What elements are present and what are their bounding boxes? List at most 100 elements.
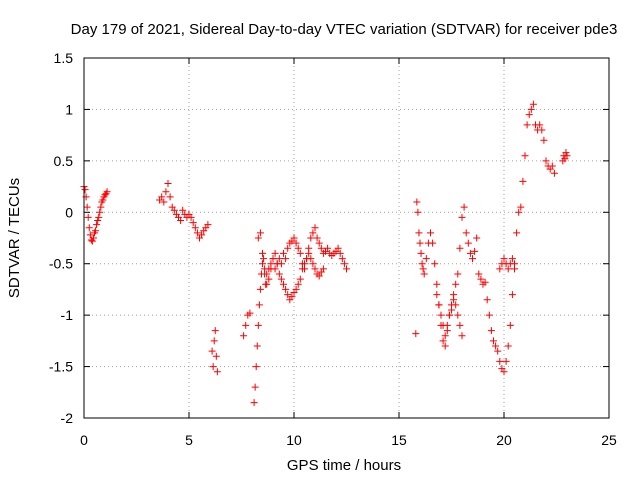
data-point	[416, 239, 424, 247]
data-point	[343, 265, 350, 273]
data-point	[166, 193, 174, 201]
data-point	[275, 255, 283, 263]
x-axis-label: GPS time / hours	[287, 457, 401, 474]
data-point	[492, 342, 500, 350]
data-point	[418, 260, 426, 268]
data-point	[294, 244, 302, 252]
data-point	[452, 301, 460, 309]
data-point	[191, 224, 199, 232]
data-point	[313, 234, 321, 242]
y-tick-label: 1	[65, 101, 73, 117]
data-point	[441, 342, 449, 350]
data-point	[301, 260, 308, 268]
data-point	[454, 270, 462, 278]
data-point	[92, 227, 100, 235]
data-point	[502, 357, 510, 365]
data-point	[162, 188, 170, 196]
data-point	[415, 229, 423, 237]
data-point	[88, 237, 96, 245]
data-point	[490, 337, 497, 345]
data-point	[319, 265, 327, 273]
data-point	[527, 105, 535, 113]
data-point	[280, 280, 287, 288]
data-point	[540, 136, 548, 144]
x-tick-label: 5	[185, 432, 193, 448]
data-point	[477, 275, 485, 283]
data-point	[515, 208, 523, 216]
data-point	[246, 309, 254, 317]
data-point	[422, 255, 430, 263]
x-tick-label: 15	[391, 432, 407, 448]
data-point	[506, 260, 514, 268]
data-point	[437, 311, 445, 319]
data-point	[412, 330, 420, 338]
x-tick-label: 20	[496, 432, 512, 448]
data-point	[179, 206, 187, 214]
data-point	[177, 217, 185, 225]
data-point	[292, 239, 300, 247]
data-point	[256, 229, 264, 237]
data-point	[519, 177, 527, 185]
data-point	[253, 342, 261, 350]
data-point	[506, 321, 514, 329]
grid	[84, 58, 609, 418]
data-point	[254, 234, 262, 242]
data-point	[210, 337, 218, 345]
data-point	[83, 203, 91, 211]
data-point	[487, 327, 495, 335]
y-tick-label: 0	[65, 204, 73, 220]
data-point	[445, 311, 453, 319]
y-tick-label: -1.5	[49, 359, 73, 375]
data-point	[443, 321, 451, 329]
data-point	[427, 229, 434, 237]
data-point	[311, 265, 319, 273]
data-point	[441, 332, 449, 340]
data-point	[307, 234, 315, 242]
data-point	[170, 206, 178, 214]
data-point	[85, 224, 93, 232]
data-point	[242, 321, 250, 329]
data-point	[439, 337, 447, 345]
data-point	[414, 208, 422, 216]
data-point	[435, 301, 443, 309]
data-point	[95, 213, 103, 221]
data-point	[94, 217, 102, 225]
data-point	[500, 255, 508, 263]
data-point	[193, 229, 201, 237]
data-point	[523, 121, 531, 129]
data-point	[296, 275, 304, 283]
data-point	[296, 249, 304, 257]
data-point	[292, 285, 300, 293]
data-point	[538, 126, 546, 134]
data-point	[260, 255, 268, 263]
data-point	[466, 249, 474, 257]
data-point	[254, 321, 262, 329]
data-point	[290, 234, 298, 242]
data-point	[240, 332, 248, 340]
data-point	[504, 342, 512, 350]
data-point	[433, 280, 441, 288]
data-point	[448, 306, 455, 314]
data-point	[250, 399, 258, 407]
data-point	[284, 244, 292, 252]
data-point	[485, 311, 493, 319]
data-point	[496, 357, 504, 365]
data-point	[413, 198, 421, 206]
data-point	[251, 383, 259, 391]
x-tick-label: 10	[286, 432, 302, 448]
data-point	[563, 152, 571, 160]
data-point	[252, 363, 260, 371]
x-tick-label: 0	[80, 432, 88, 448]
data-point	[481, 278, 489, 286]
data-point	[189, 219, 197, 227]
axis-ticks: 0 5 10 15 20 25 -2 -1.5 -1 -0.5 0 0.5 1 1.5	[49, 50, 617, 448]
data-point	[508, 291, 516, 299]
data-point	[282, 285, 290, 293]
data-point	[97, 203, 105, 211]
data-point	[282, 255, 290, 263]
data-point	[284, 291, 292, 299]
data-point	[209, 363, 217, 371]
data-point	[431, 260, 439, 268]
data-point	[309, 260, 317, 268]
